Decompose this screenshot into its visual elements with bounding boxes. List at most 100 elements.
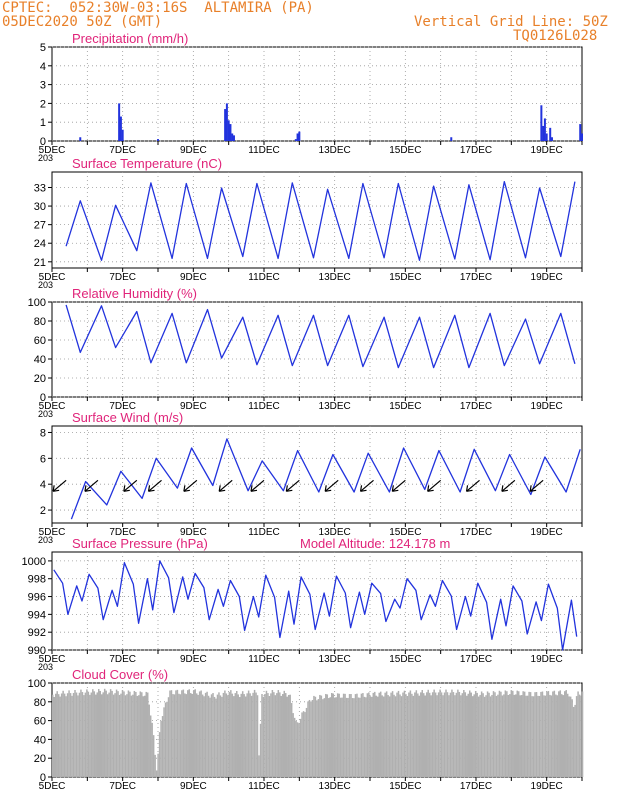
x-tick-label: 13DEC [319, 654, 351, 665]
y-tick-label: 80 [34, 316, 46, 328]
cloud-bar [90, 692, 93, 777]
cloud-bar [63, 693, 66, 777]
series-line [53, 560, 578, 651]
cloud-bar [233, 696, 235, 777]
cloud-bar [378, 692, 380, 777]
y-tick-label: 996 [28, 592, 46, 604]
y-tick-label: 100 [28, 297, 46, 309]
cloud-bar [175, 690, 177, 777]
cloud-bar [154, 754, 156, 777]
cloud-bar [221, 696, 223, 777]
cloud-bar [375, 695, 378, 777]
cloud-bar [172, 694, 174, 777]
cloud-bar [198, 691, 201, 777]
x-tick-label: 19DEC [531, 654, 563, 665]
precip-bar [157, 139, 159, 141]
cloud-bar [60, 693, 63, 777]
cloud-bar [203, 696, 205, 777]
wind-arrow [529, 479, 544, 492]
wind-arrow [466, 479, 480, 492]
cloud-bar [62, 690, 64, 777]
x-tick-label: 13DEC [319, 781, 351, 792]
y-tick-label: 1 [40, 117, 46, 129]
plot-frame [51, 301, 583, 398]
cloud-bar [124, 695, 127, 777]
cloud-bar [332, 693, 334, 777]
cloud-bar [274, 695, 277, 777]
x-tick-label: 17DEC [460, 527, 492, 538]
precip-bar [79, 137, 82, 141]
cloud-bar [394, 696, 397, 777]
cloud-bar [568, 696, 570, 777]
cloud-bar [529, 692, 532, 777]
cloud-bar [184, 693, 186, 777]
cloud-bar [463, 689, 465, 777]
y-tick-label: 60 [34, 716, 46, 728]
cloud-bar [218, 692, 220, 777]
cloud-bar [503, 694, 505, 777]
cloud-bar [528, 691, 530, 777]
precip-bar [119, 116, 122, 141]
cloud-bar [372, 692, 375, 777]
cloud-bar [411, 693, 413, 777]
cloud-bar [486, 691, 489, 777]
cloud-bar [120, 693, 122, 777]
x-tick-label: 9DEC [180, 272, 207, 283]
cloud-bar [241, 691, 244, 777]
x-tick-label: 9DEC [180, 145, 207, 156]
cloud-bar [59, 696, 61, 777]
cloud-bar [446, 692, 449, 777]
cloud-bar [470, 692, 472, 777]
wind-arrow [360, 479, 374, 492]
cloud-bar [100, 694, 103, 777]
cloud-bar [491, 694, 493, 777]
cloud-bar [244, 696, 247, 777]
cloud-bar [399, 694, 401, 777]
wind-arrow-head [427, 485, 434, 492]
cloud-bar [139, 691, 142, 777]
wind-arrow [285, 479, 300, 492]
cloud-bar [451, 689, 453, 777]
cloud-bar [236, 690, 238, 777]
wind-arrow-head [285, 485, 293, 492]
cloud-bar [339, 697, 342, 777]
cloud-bar [506, 691, 508, 777]
wind-arrow [148, 479, 162, 492]
cloud-bar [525, 695, 527, 777]
cloud-bar [129, 691, 131, 777]
cloud-bar [304, 712, 306, 777]
cloud-bar [504, 690, 507, 777]
cloud-bar [335, 697, 337, 777]
cloud-bar [408, 692, 410, 777]
y-tick-label: 60 [34, 335, 46, 347]
cloud-bar [81, 692, 84, 777]
cloud-bar [547, 691, 550, 777]
cloud-bar [480, 691, 483, 777]
panel-title: Cloud Cover (%) [72, 667, 168, 682]
precip-bar [450, 137, 453, 141]
y-tick-label: 20 [34, 753, 46, 765]
cloud-bar [302, 711, 305, 777]
cloud-bar [325, 693, 327, 777]
wind-arrow [123, 479, 138, 492]
cloud-bar [149, 715, 152, 777]
cloud-bar [437, 692, 440, 777]
x-tick-label: 13DEC [319, 272, 351, 283]
cloud-bar [181, 690, 183, 777]
y-tick-label: 8 [40, 427, 46, 439]
axis-stub-label: 203 [38, 280, 53, 290]
cloud-bar [138, 695, 140, 777]
cloud-bar [298, 723, 300, 777]
cloud-bar [469, 690, 471, 777]
cloud-bar [471, 696, 474, 777]
wind-arrow [218, 479, 233, 492]
wind-arrow-head [84, 485, 92, 492]
cloud-bar [492, 691, 495, 777]
cloud-bar [495, 695, 498, 777]
cloud-bar [326, 694, 329, 777]
cloud-bar [374, 691, 376, 777]
cloud-bar [363, 696, 366, 777]
cloud-bar [494, 692, 496, 777]
cloud-bar [391, 691, 394, 777]
x-tick-label: 5DEC [39, 272, 66, 283]
